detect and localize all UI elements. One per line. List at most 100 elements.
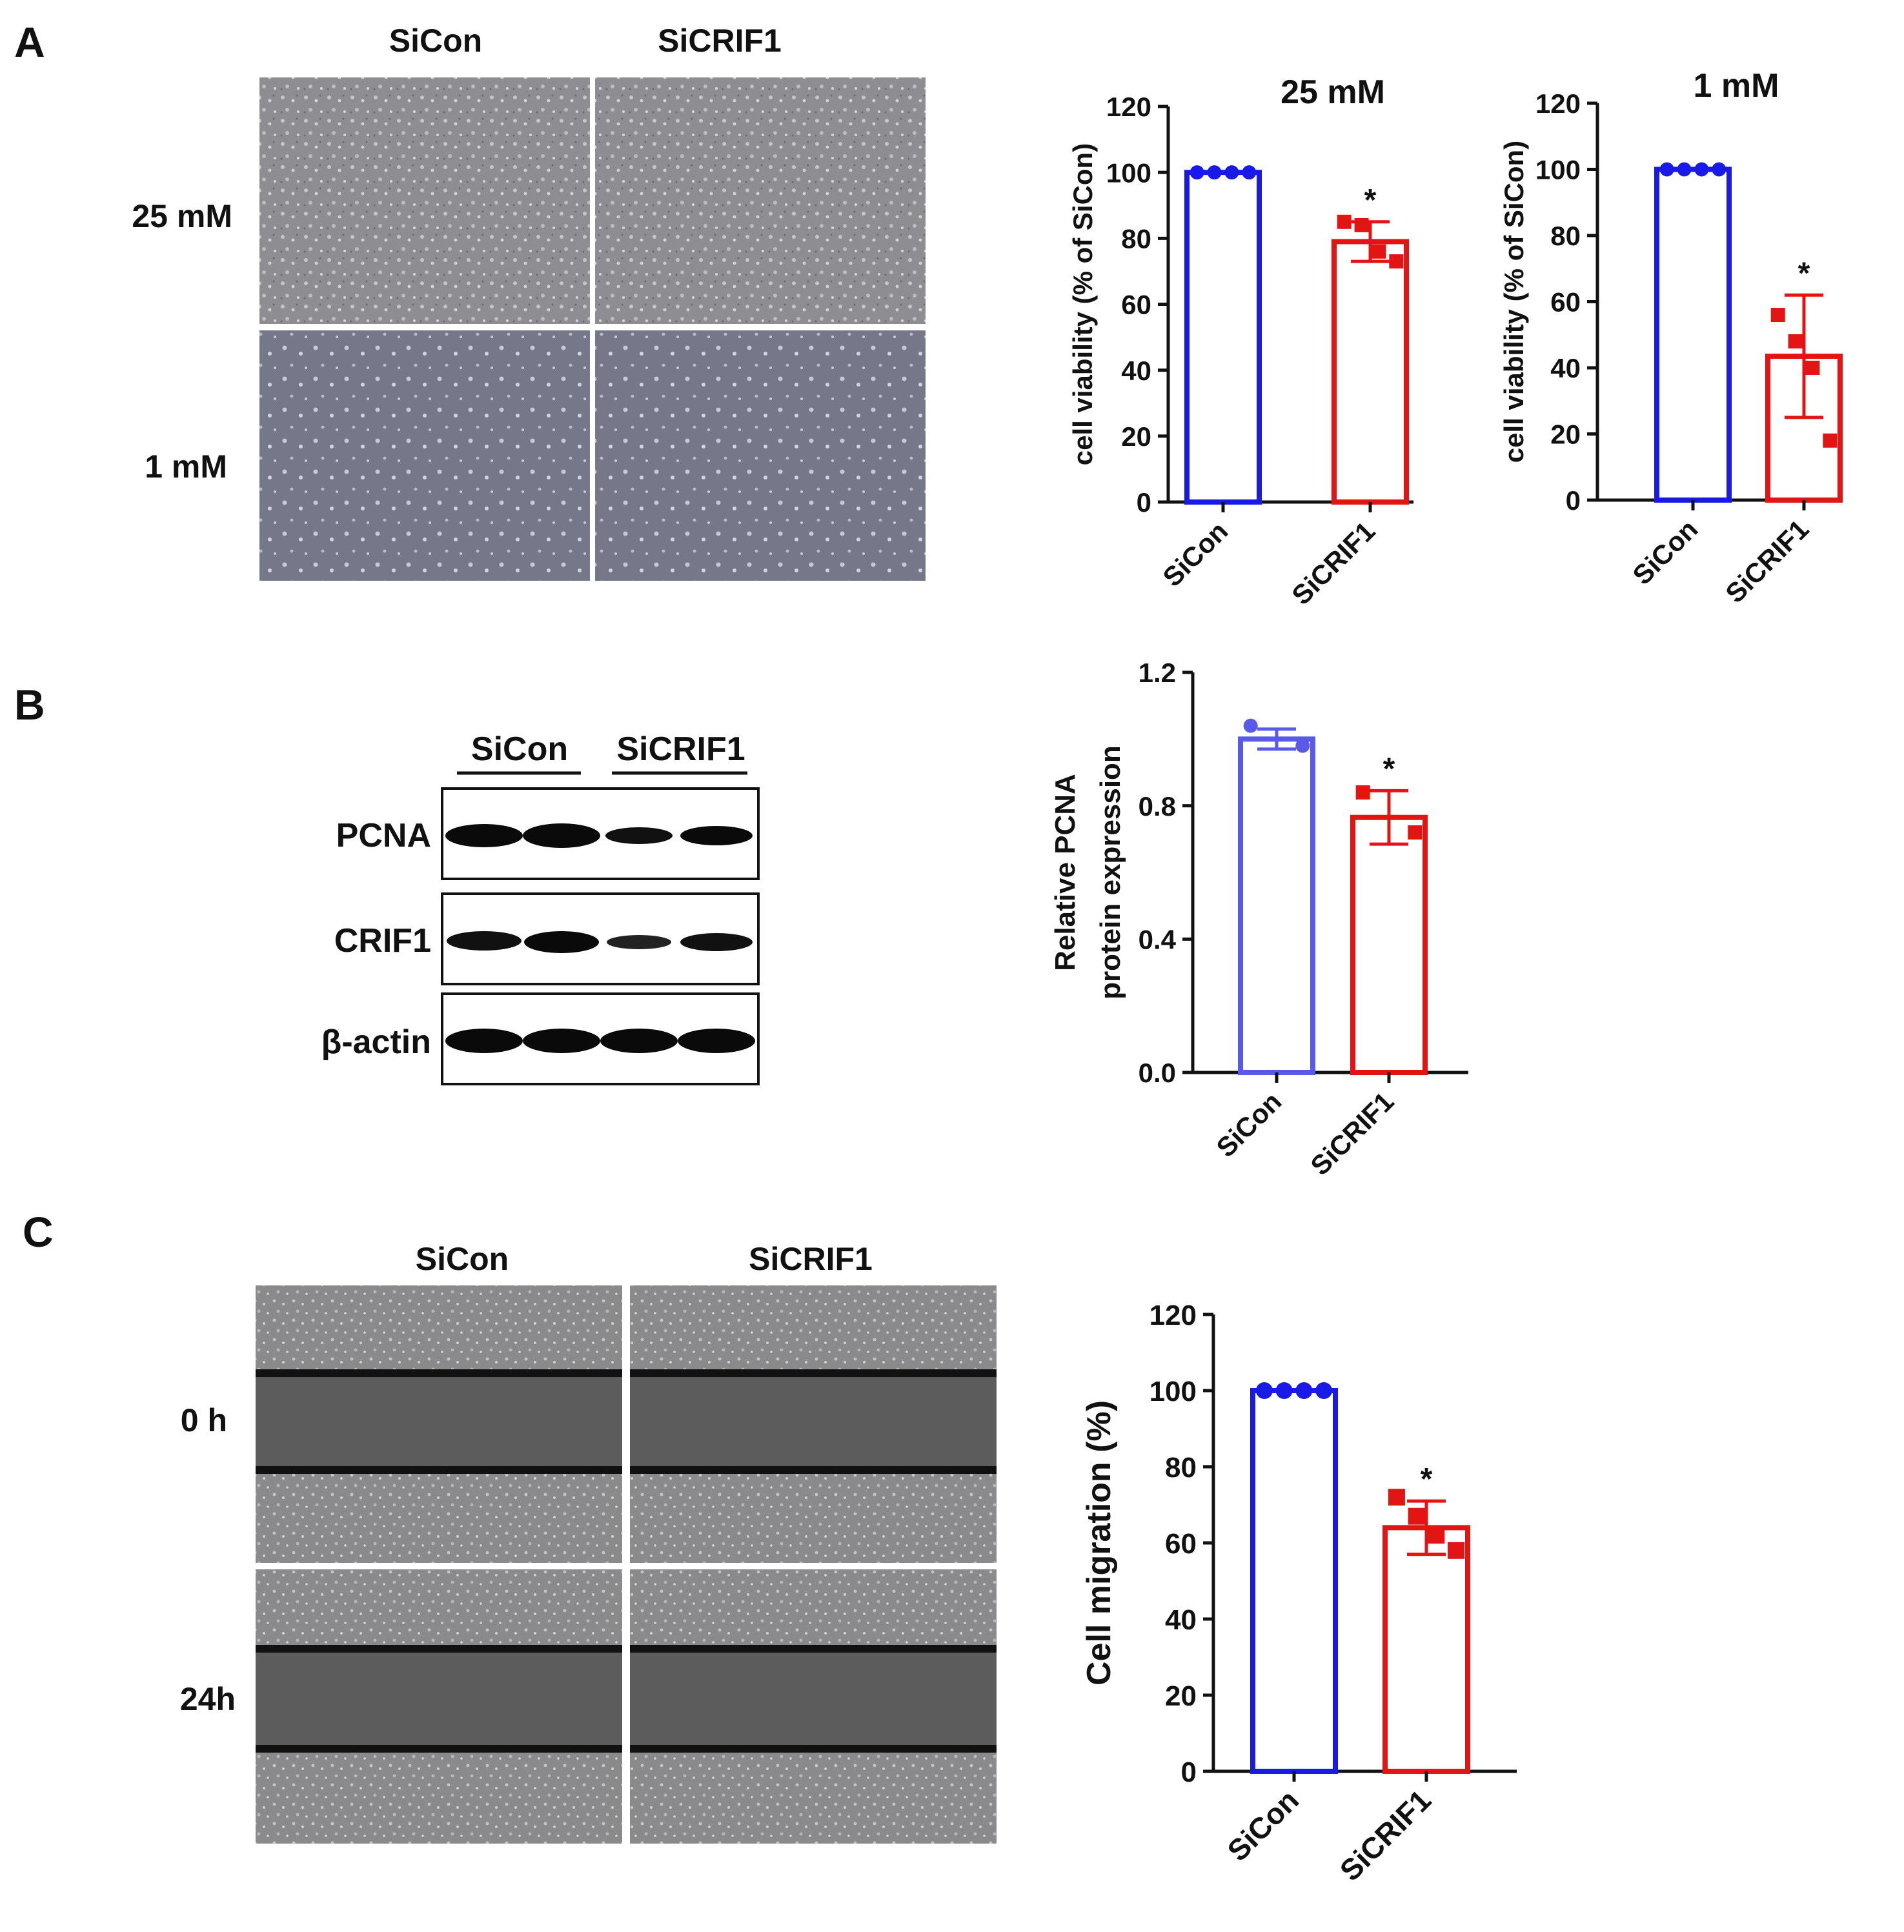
group-label-sicon-b: SiCon [471,730,568,768]
y-tick-label: 0 [1137,487,1151,518]
chart-title: 1 mM [1694,67,1779,105]
y-tick-label: 20 [1165,1680,1197,1712]
y-tick-label: 100 [1106,157,1151,188]
wound-sicon-24h [256,1569,622,1844]
y-axis-label: Cell migration (%) [1080,1400,1118,1685]
data-point [1337,214,1352,229]
y-tick-label: 120 [1106,92,1151,122]
bar-sicon [1654,166,1732,503]
row-label-24h: 24h [180,1681,236,1717]
y-tick-label: 0 [1566,485,1581,516]
y-tick-label: 80 [1165,1452,1197,1484]
y-tick-label: 0.8 [1139,791,1176,821]
wound-sicrif1-0h [630,1285,997,1563]
y-axis-label: Relative PCNA [1049,774,1081,971]
data-point [1428,1527,1445,1544]
data-point [1770,308,1785,322]
data-point [1275,1382,1293,1399]
panel-a: A SiCon SiCRIF1 25 mM 1 mM [14,18,926,581]
data-point [1389,254,1404,269]
y-axis-label: cell viability (% of SiCon) [1499,141,1529,463]
y-axis-label: cell viability (% of SiCon) [1068,143,1098,465]
row-label-0h: 0 h [181,1402,227,1438]
x-tick-label: SiCRIF1 [1304,1086,1399,1181]
data-point [1242,165,1257,180]
micrograph-sicrif1-25mm [595,77,926,324]
y-tick-label: 0.0 [1139,1058,1176,1088]
y-tick-label: 80 [1121,223,1151,254]
data-point [1255,1382,1273,1399]
data-point [1408,825,1423,840]
y-tick-label: 0.4 [1139,924,1177,954]
data-point [1823,433,1838,448]
data-point [1190,165,1204,180]
row-label-1mm: 1 mM [145,448,227,485]
data-point [1659,162,1674,177]
chart-b-pcna-expression: 0.0 0.4 0.8 1.2 Relative PCNA protein express… [1049,658,1468,1181]
band-label-pcna: PCNA [336,817,431,854]
chart-title: 25 mM [1281,74,1385,111]
panel-letter-c: C [23,1208,54,1256]
bar-sicrif1 [1350,814,1428,1075]
band-label-crif1: CRIF1 [334,922,431,960]
bar-sicon [1250,1388,1338,1774]
y-tick-label: 80 [1550,221,1581,251]
data-point [1224,165,1239,180]
data-point [1207,165,1222,180]
wound-sicrif1-24h [630,1569,997,1844]
bar-sicrif1 [1332,239,1409,505]
x-tick-label: SiCRIF1 [1719,514,1814,609]
y-tick-label: 60 [1121,290,1151,320]
chart-a2-viability-1mm: 0 20 40 60 80 100 120 1 mM cell viability (% of … [1499,67,1843,609]
row-label-25mm: 25 mM [132,198,232,234]
band-label-beta-actin: β-actin [321,1023,431,1061]
data-point [1694,162,1709,177]
data-point [1243,718,1258,733]
data-point [1355,785,1370,800]
micrograph-sicon-1mm [259,330,590,581]
blot-crif1 [441,892,760,985]
data-point [1788,334,1803,348]
data-point [1677,162,1692,177]
y-tick-label: 0 [1181,1756,1197,1788]
data-point [1388,1489,1405,1506]
y-tick-label: 100 [1149,1376,1197,1407]
data-point [1354,217,1369,232]
y-tick-label: 1.2 [1139,658,1176,688]
y-tick-label: 120 [1535,88,1581,119]
y-tick-label: 20 [1121,421,1151,452]
chart-a1-viability-25mm: 0 20 40 60 80 100 120 25 mM cell viability (% of… [1068,74,1413,610]
bar-sicrif1 [1382,1525,1470,1774]
panel-c: C SiCon SiCRIF1 0 h 24h [23,1208,997,1844]
data-point [1408,1507,1425,1525]
wound-sicon-0h [256,1285,622,1563]
col-label-sicon-c: SiCon [416,1241,509,1277]
blot-beta-actin [441,992,760,1085]
group-label-sicrif1-b: SiCRIF1 [616,730,745,768]
significance-marker: * [1798,256,1810,290]
panel-letter-b: B [14,681,45,729]
micrograph-sicrif1-1mm [595,330,926,581]
data-point [1448,1542,1465,1559]
blot-pcna [441,787,760,880]
y-tick-label: 40 [1550,353,1581,383]
y-tick-label: 120 [1149,1300,1197,1331]
y-tick-label: 40 [1121,356,1151,386]
data-point [1712,162,1727,177]
panel-b: B SiCon SiCRIF1 PCNA CRIF1 β-actin [14,681,760,1085]
col-label-sicon-a: SiCon [389,23,482,59]
data-point [1295,738,1310,753]
y-tick-label: 20 [1550,419,1581,450]
col-label-sicrif1-a: SiCRIF1 [658,23,782,59]
x-tick-label: SiCon [1210,1086,1287,1163]
data-point [1315,1382,1333,1399]
panel-letter-a: A [14,18,45,66]
significance-marker: * [1421,1462,1433,1496]
data-point [1372,244,1386,259]
significance-marker: * [1383,752,1395,786]
x-tick-label: SiCon [1626,514,1703,590]
x-tick-label: SiCon [1157,516,1233,592]
x-tick-label: SiCRIF1 [1333,1783,1437,1887]
y-tick-label: 60 [1550,287,1581,317]
